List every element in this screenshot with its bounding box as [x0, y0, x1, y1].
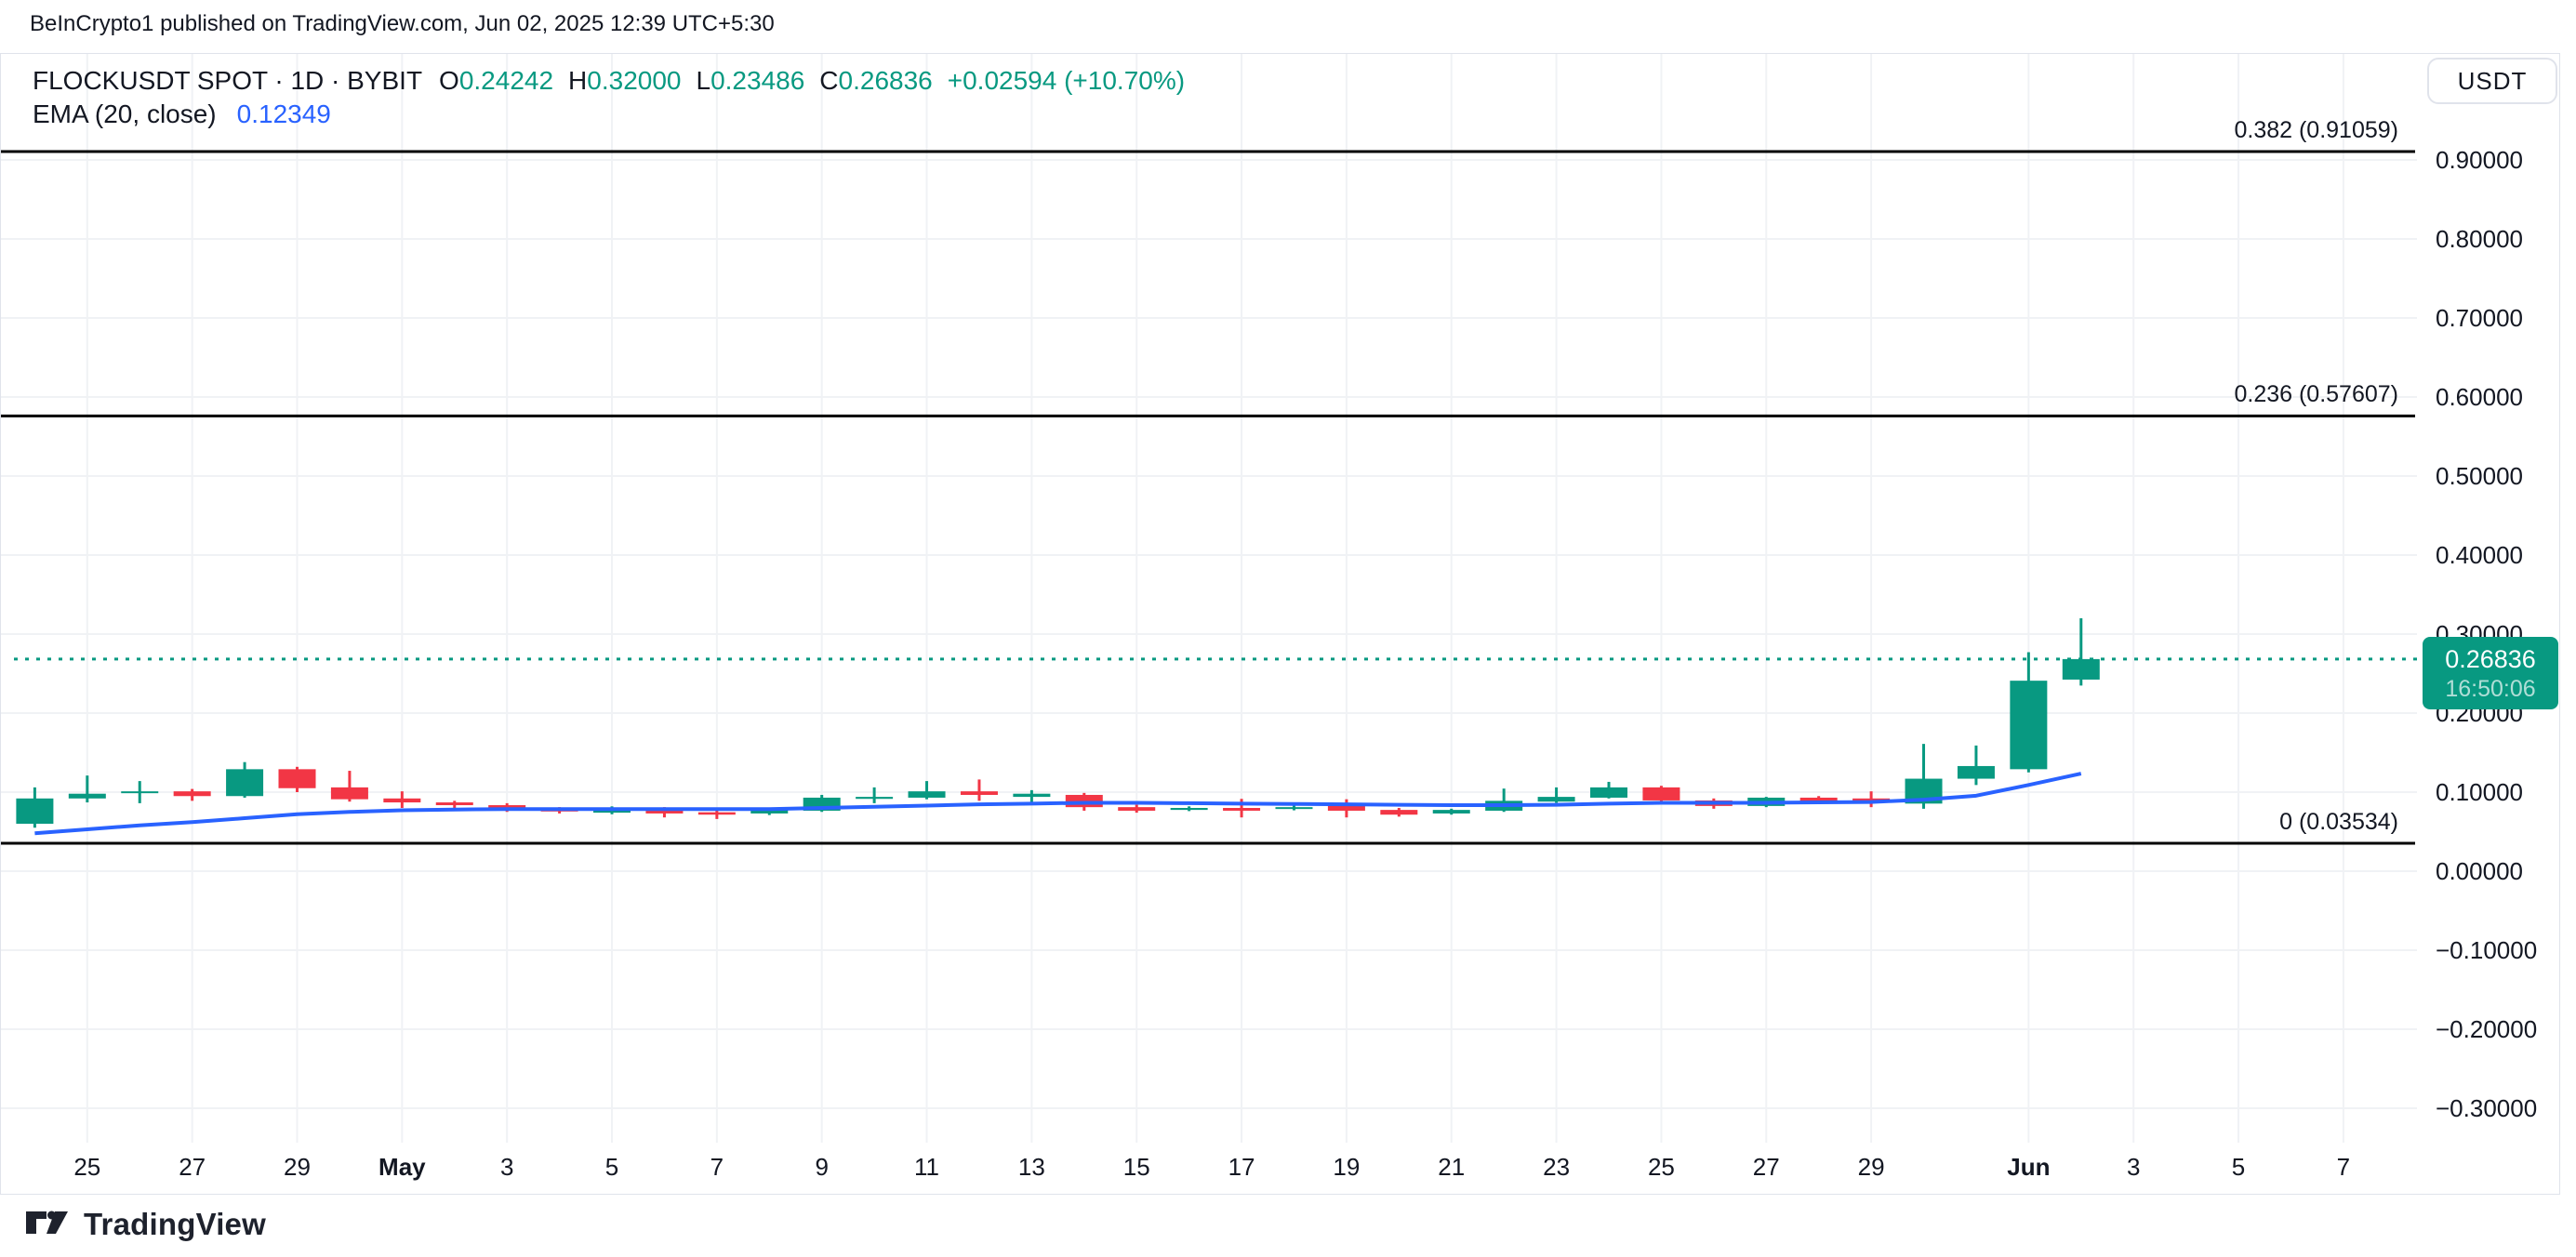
- time-tick-label: 29: [284, 1153, 311, 1181]
- chart-plot-surface[interactable]: [1, 54, 2561, 1196]
- price-tick-label: 0.70000: [2436, 304, 2523, 332]
- candle-body: [2010, 681, 2048, 770]
- candle-body: [750, 809, 789, 814]
- candle-body: [173, 791, 211, 797]
- fib-level-label-382: 0.382 (0.91059): [2234, 116, 2398, 143]
- candle-body: [16, 798, 54, 824]
- price-tick-label: 0.40000: [2436, 541, 2523, 569]
- candle-body: [226, 769, 264, 797]
- candle-body: [1380, 810, 1418, 815]
- ohlc-close: C0.26836: [819, 66, 933, 95]
- ohlc-low: L0.23486: [696, 66, 805, 95]
- fib-level-label-236: 0.236 (0.57607): [2234, 381, 2398, 408]
- candle-body: [645, 809, 684, 814]
- candle-body: [1013, 793, 1051, 798]
- price-tick-label: 0.60000: [2436, 383, 2523, 411]
- ohlc-open: O0.24242: [439, 66, 554, 95]
- candle-body: [1642, 787, 1680, 801]
- bar-countdown: 16:50:06: [2445, 676, 2536, 702]
- candle-body: [1432, 810, 1470, 814]
- fib-level-label-0: 0 (0.03534): [2279, 808, 2398, 835]
- last-price-value: 0.26836: [2445, 645, 2536, 673]
- ohlc-high: H0.32000: [568, 66, 682, 95]
- ema-indicator-label: EMA (20, close): [33, 99, 217, 128]
- price-tick-label: 0.10000: [2436, 778, 2523, 806]
- candle-body: [1537, 797, 1575, 802]
- time-tick-label: 27: [1752, 1153, 1780, 1181]
- candle-body: [1852, 798, 1891, 801]
- candle-body: [1170, 808, 1208, 811]
- candle-body: [1590, 787, 1627, 798]
- candle-body: [1957, 765, 1995, 779]
- candle-body: [1275, 807, 1313, 810]
- candle-body: [1223, 808, 1261, 811]
- chart-legend: FLOCKUSDT SPOT · 1D · BYBIT O0.24242 H0.…: [33, 64, 1185, 131]
- last-price-badge: 0.26836 16:50:06: [2423, 637, 2558, 709]
- candle-body: [488, 805, 526, 809]
- price-tick-label: −0.10000: [2436, 936, 2538, 964]
- tradingview-attribution[interactable]: TradingView: [26, 1206, 266, 1243]
- candle-body: [435, 802, 473, 806]
- time-tick-label: 15: [1122, 1153, 1150, 1181]
- candle-body: [278, 769, 316, 788]
- price-tick-label: 0.90000: [2436, 146, 2523, 174]
- time-tick-label: 27: [179, 1153, 206, 1181]
- time-tick-label: 25: [1647, 1153, 1675, 1181]
- tradingview-logo-text: TradingView: [84, 1207, 266, 1241]
- symbol-row: FLOCKUSDT SPOT · 1D · BYBIT O0.24242 H0.…: [33, 64, 1185, 98]
- candle-body: [908, 791, 946, 798]
- candle-body: [1327, 804, 1365, 811]
- price-tick-label: 0.00000: [2436, 857, 2523, 885]
- time-tick-label: 21: [1438, 1153, 1466, 1181]
- price-tick-label: −0.20000: [2436, 1015, 2538, 1043]
- time-tick-label: 17: [1228, 1153, 1255, 1181]
- time-tick-label: 25: [73, 1153, 101, 1181]
- ema-row: EMA (20, close) 0.12349: [33, 98, 1185, 131]
- ema-indicator-value: 0.12349: [236, 99, 331, 128]
- tradingview-logo-icon: [26, 1211, 68, 1234]
- time-tick-label: 23: [1543, 1153, 1571, 1181]
- time-tick-label: 5: [604, 1153, 619, 1181]
- candle-body: [121, 791, 159, 794]
- ema-line: [34, 772, 2082, 836]
- price-tick-label: 0.50000: [2436, 462, 2523, 490]
- price-tick-label: 0.80000: [2436, 225, 2523, 253]
- time-tick-label: 11: [914, 1153, 940, 1181]
- time-tick-label: 9: [815, 1153, 829, 1181]
- candle-body: [960, 791, 998, 795]
- time-tick-label: 3: [2126, 1153, 2141, 1181]
- time-tick-label: 7: [710, 1153, 724, 1181]
- time-tick-label: 19: [1333, 1153, 1361, 1181]
- time-tick-label: May: [378, 1153, 426, 1181]
- time-tick-label: 29: [1857, 1153, 1885, 1181]
- time-tick-label: 7: [2336, 1153, 2351, 1181]
- symbol-title: FLOCKUSDT SPOT · 1D · BYBIT: [33, 66, 423, 95]
- candle-body: [330, 787, 368, 800]
- candle-body: [383, 798, 421, 803]
- candle-body: [697, 812, 736, 815]
- candle-body: [1799, 797, 1838, 802]
- candle-body: [2062, 658, 2100, 680]
- time-tick-label: 3: [499, 1153, 514, 1181]
- time-tick-label: 13: [1017, 1153, 1045, 1181]
- price-tick-label: −0.30000: [2436, 1094, 2538, 1122]
- candle-body: [856, 797, 894, 800]
- candle-body: [1118, 807, 1156, 811]
- attribution-text: BeInCrypto1 published on TradingView.com…: [30, 11, 775, 36]
- change-value: +0.02594 (+10.70%): [947, 66, 1186, 95]
- time-tick-label: Jun: [2007, 1153, 2051, 1181]
- chart-widget: FLOCKUSDT SPOT · 1D · BYBIT O0.24242 H0.…: [0, 53, 2560, 1195]
- candle-body: [68, 793, 106, 799]
- currency-button[interactable]: USDT: [2427, 58, 2557, 104]
- time-tick-label: 5: [2231, 1153, 2246, 1181]
